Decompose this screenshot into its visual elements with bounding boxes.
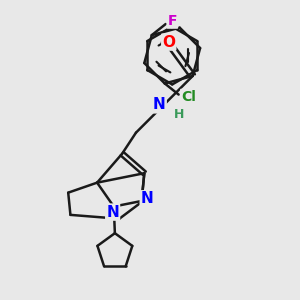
Text: Cl: Cl bbox=[181, 90, 196, 104]
Text: N: N bbox=[153, 98, 166, 112]
Text: H: H bbox=[174, 108, 184, 122]
Text: N: N bbox=[106, 205, 119, 220]
Text: N: N bbox=[141, 191, 154, 206]
Text: O: O bbox=[162, 34, 175, 50]
Text: F: F bbox=[168, 14, 177, 28]
